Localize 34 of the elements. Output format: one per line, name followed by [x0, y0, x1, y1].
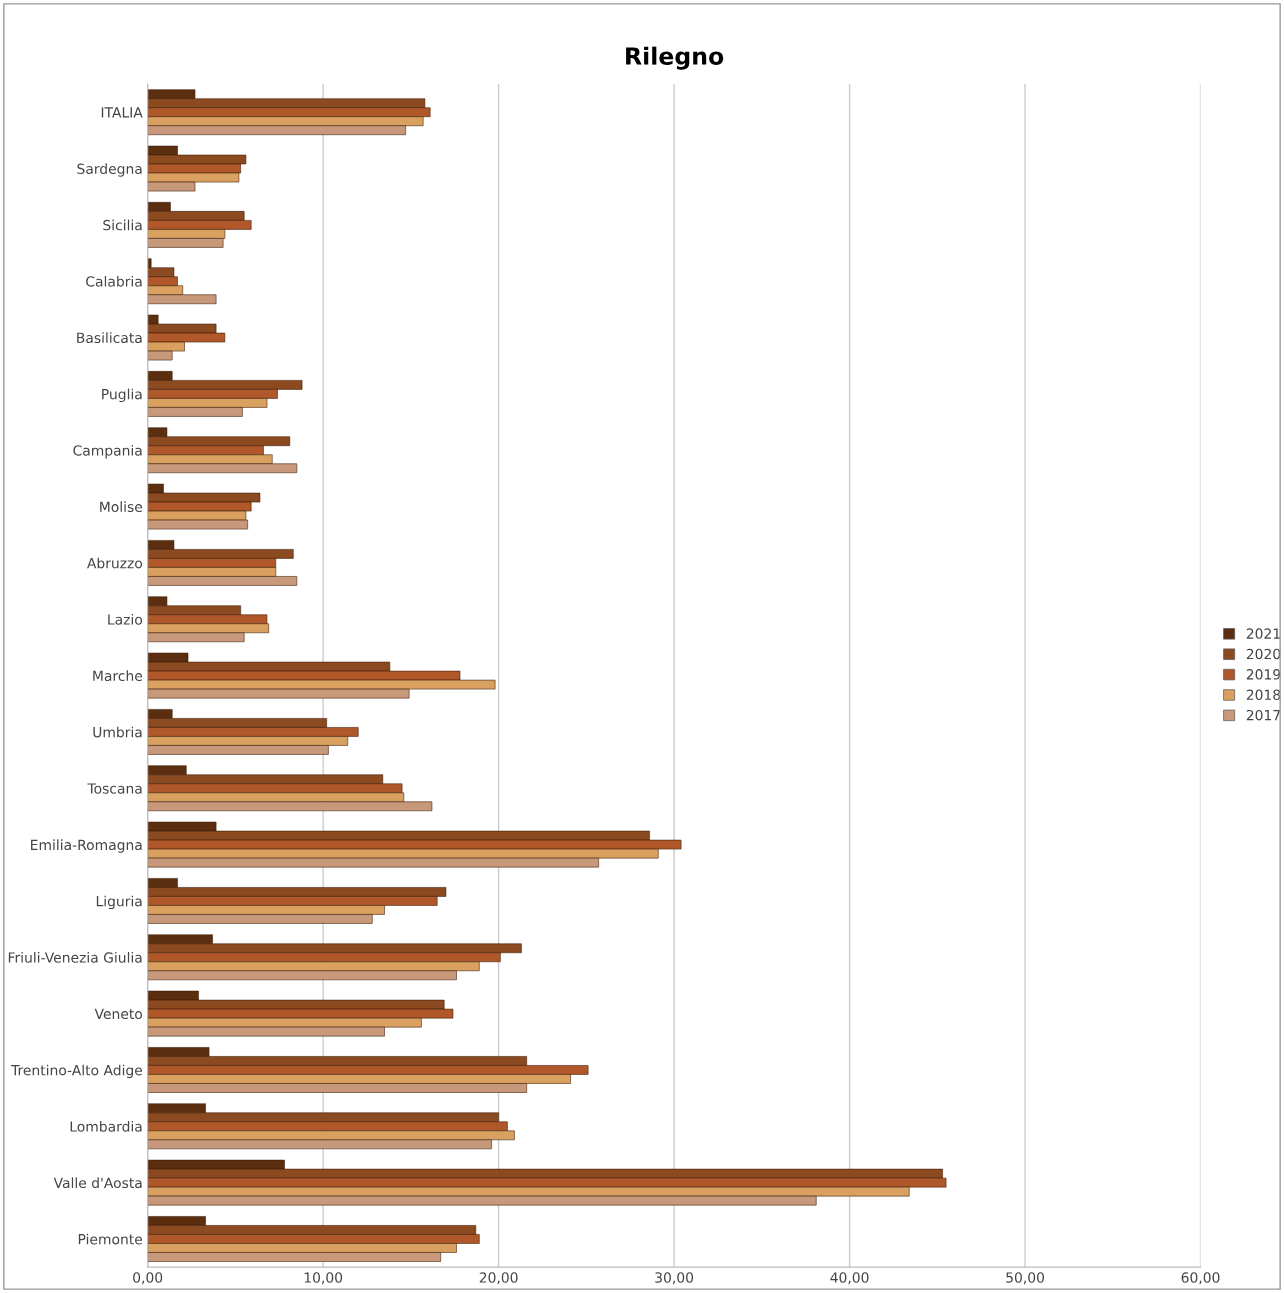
- y-tick-label: Lazio: [108, 613, 143, 625]
- y-tick-label: Toscana: [87, 783, 142, 794]
- y-tick-label: Emilia-Romagna: [31, 839, 142, 853]
- legend-label: 2017: [1246, 709, 1280, 721]
- y-tick-label: Calabria: [86, 275, 142, 287]
- x-tick-label: 30,00: [655, 1272, 694, 1285]
- x-tick-label: 20,00: [479, 1272, 518, 1285]
- y-tick-label: Umbria: [93, 726, 142, 738]
- y-tick-label: Veneto: [94, 1008, 143, 1020]
- y-tick-label: Sicilia: [103, 219, 142, 231]
- y-tick-label: Friuli-Venezia Giulia: [8, 952, 142, 963]
- y-tick-label: Sardegna: [77, 163, 142, 177]
- x-tick-label: 0,00: [133, 1272, 163, 1285]
- legend-label: 2020: [1246, 648, 1281, 660]
- y-tick-label: Piemonte: [78, 1233, 143, 1245]
- y-tick-label: Liguria: [96, 895, 142, 910]
- x-tick-label: 50,00: [1006, 1272, 1045, 1285]
- y-tick-label: Lombardia: [70, 1121, 142, 1132]
- legend-label: 2019: [1246, 669, 1281, 680]
- y-tick-label: Abruzzo: [87, 557, 143, 569]
- y-tick-label: Molise: [100, 501, 143, 513]
- y-tick-label: ITALIA: [101, 107, 143, 118]
- chart-title: Rilegno: [626, 46, 724, 70]
- y-tick-label: Campania: [73, 444, 142, 459]
- x-tick-label: 60,00: [1181, 1272, 1220, 1285]
- x-tick-label: 40,00: [830, 1272, 869, 1285]
- y-tick-label: Basilicata: [77, 332, 142, 344]
- y-tick-label: Puglia: [102, 388, 142, 403]
- y-tick-label: Trentino-Alto Adige: [11, 1064, 143, 1079]
- y-tick-label: Valle d'Aosta: [53, 1177, 142, 1189]
- x-tick-label: 10,00: [304, 1272, 343, 1285]
- legend-label: 2018: [1246, 689, 1281, 701]
- legend-label: 2021: [1246, 628, 1280, 639]
- y-tick-label: Marche: [93, 670, 143, 682]
